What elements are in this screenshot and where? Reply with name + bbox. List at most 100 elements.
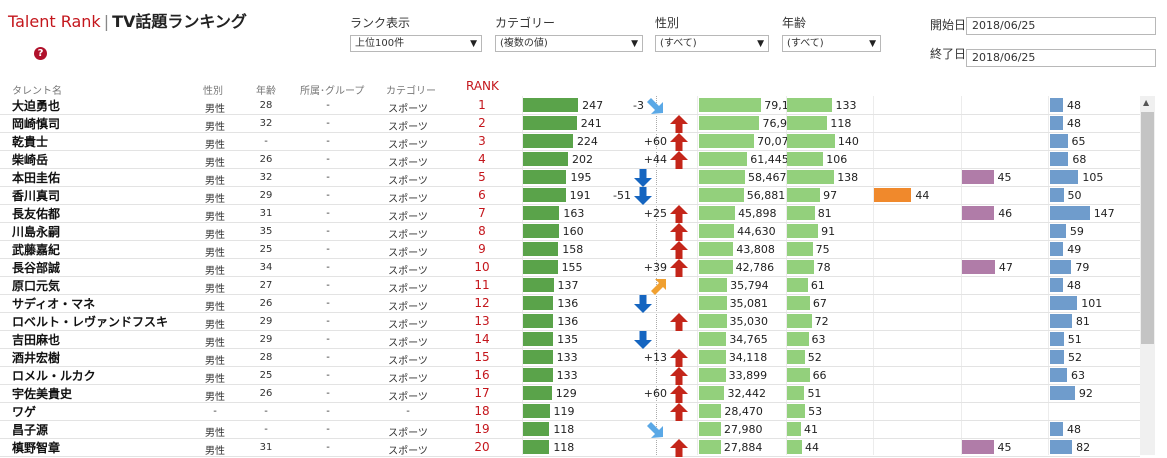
- secondary-value: 97: [823, 189, 838, 202]
- blue-metric-value: 81: [1075, 315, 1090, 328]
- help-icon[interactable]: ?: [34, 47, 47, 60]
- category-cell: スポーツ: [388, 302, 428, 313]
- buzz-value: 42,786: [735, 261, 775, 274]
- table-row[interactable]: 昌子源 男性 - - スポーツ 19 118 27,980 41 48: [0, 420, 1140, 439]
- table-row[interactable]: 川島永嗣 男性 35 - スポーツ 8 160 44,630 91 59: [0, 222, 1140, 241]
- mentions-bar: [523, 278, 554, 292]
- rank-number: 19: [474, 422, 490, 436]
- table-row[interactable]: 原口元気 男性 27 - スポーツ 11 137 35,794 61 48: [0, 276, 1140, 295]
- mentions-value: 160: [562, 225, 584, 238]
- rank-number: 17: [474, 386, 490, 400]
- gender-cell: 男性: [205, 374, 225, 385]
- gender-filter-value: (すべて): [660, 38, 697, 49]
- talent-name[interactable]: 大迫勇也: [12, 99, 61, 113]
- agency-cell: -: [326, 208, 330, 219]
- secondary-value: 133: [835, 99, 857, 112]
- rank-change-value: -51: [613, 189, 631, 202]
- table-row[interactable]: ワゲ - - - - 18 119 28,470 53: [0, 402, 1140, 421]
- mentions-value: 195: [570, 171, 592, 184]
- arrow-up-icon: [670, 133, 688, 151]
- table-row[interactable]: 大迫勇也 男性 28- スポーツ 1 247 -3 79,176 133 48: [0, 96, 1140, 115]
- age-cell: -: [264, 406, 268, 417]
- blue-metric-bar: [1050, 350, 1065, 364]
- talent-name[interactable]: 長友佑都: [12, 207, 61, 221]
- mentions-value: 136: [557, 315, 579, 328]
- talent-name[interactable]: 原口元気: [12, 279, 61, 293]
- table-row[interactable]: 香川真司 男性 29 - スポーツ 6 191 -51 56,881 97 44 50: [0, 186, 1140, 205]
- talent-name[interactable]: 柴崎岳: [12, 153, 49, 167]
- rank-number: 11: [474, 278, 490, 292]
- talent-name[interactable]: ロメル・ルカク: [12, 369, 96, 383]
- table-row[interactable]: 長谷部誠 男性 34 - スポーツ 10 155 +39 42,786 78 47 79: [0, 258, 1140, 277]
- chevron-down-icon: ▼: [470, 39, 477, 49]
- gender-filter-label: 性別: [655, 16, 680, 30]
- age-cell: 31: [259, 208, 273, 219]
- table-row[interactable]: 酒井宏樹 男性 28 - スポーツ 15 133 +13 34,118 52 52: [0, 348, 1140, 367]
- category-cell: スポーツ: [388, 194, 428, 205]
- talent-name[interactable]: 川島永嗣: [12, 225, 61, 239]
- arrow-down-icon: [634, 331, 652, 349]
- category-filter-select[interactable]: (複数の値) ▼: [495, 35, 643, 52]
- table-row[interactable]: 槙野智章 男性 31 - スポーツ 20 118 27,884 44 45 82: [0, 438, 1140, 457]
- talent-name[interactable]: ロベルト・レヴァンドフスキ: [12, 315, 169, 329]
- arrow-up-icon: [670, 241, 688, 259]
- arrow-down-icon: [634, 295, 652, 313]
- table-row[interactable]: サディオ・マネ 男性 26 - スポーツ 12 136 35,081 67 101: [0, 294, 1140, 313]
- rank-number: 16: [474, 368, 490, 382]
- table-row[interactable]: 岡崎慎司 男性 32- スポーツ 2 241 76,917 118 48: [0, 114, 1140, 133]
- table-row[interactable]: 武藤嘉紀 男性 25 - スポーツ 9 158 43,808 75 49: [0, 240, 1140, 259]
- gender-filter-select[interactable]: (すべて) ▼: [655, 35, 769, 52]
- talent-name[interactable]: サディオ・マネ: [12, 297, 96, 311]
- arrow-up-icon: [670, 367, 688, 385]
- table-row[interactable]: 宇佐美貴史 男性 26 - スポーツ 17 129 +60 32,442 51 92: [0, 384, 1140, 403]
- buzz-bar: [699, 134, 755, 148]
- start-date-input[interactable]: 2018/06/25: [966, 17, 1156, 35]
- secondary-value: 75: [815, 243, 830, 256]
- secondary-value: 81: [817, 207, 832, 220]
- buzz-value: 33,899: [728, 369, 768, 382]
- age-filter-select[interactable]: (すべて) ▼: [782, 35, 881, 52]
- age-cell: -: [264, 424, 268, 435]
- talent-name[interactable]: 酒井宏樹: [12, 351, 61, 365]
- purple-metric-value: 45: [997, 441, 1012, 454]
- table-row[interactable]: ロベルト・レヴァンドフスキ 男性 29 - スポーツ 13 136 35,030 72 81: [0, 312, 1140, 331]
- blue-metric-bar: [1050, 440, 1073, 454]
- table-row[interactable]: 吉田麻也 男性 29 - スポーツ 14 135 34,765 63 51: [0, 330, 1140, 349]
- talent-name[interactable]: 吉田麻也: [12, 333, 61, 347]
- talent-name[interactable]: 武藤嘉紀: [12, 243, 61, 257]
- age-filter-value: (すべて): [787, 38, 824, 49]
- blue-metric-value: 48: [1066, 99, 1081, 112]
- table-row[interactable]: 本田圭佑 男性 32 - スポーツ 5 195 58,467 138 45 105: [0, 168, 1140, 187]
- arrow-up-icon: [670, 349, 688, 367]
- blue-metric-bar: [1050, 422, 1063, 436]
- secondary-bar: [787, 296, 810, 310]
- talent-name[interactable]: 香川真司: [12, 189, 61, 203]
- talent-name[interactable]: 本田圭佑: [12, 171, 61, 185]
- secondary-bar: [787, 206, 815, 220]
- table-row[interactable]: 乾貴士 男性 - - スポーツ 3 224 +60 70,079 140 65: [0, 132, 1140, 151]
- talent-name[interactable]: 岡崎慎司: [12, 117, 61, 131]
- talent-name[interactable]: 槙野智章: [12, 441, 61, 455]
- scroll-up-icon[interactable]: ▲: [1143, 98, 1150, 107]
- category-cell: スポーツ: [388, 320, 428, 331]
- mentions-value: 133: [556, 351, 578, 364]
- talent-name[interactable]: 乾貴士: [12, 135, 49, 149]
- talent-name[interactable]: 宇佐美貴史: [12, 387, 73, 401]
- category-cell: スポーツ: [388, 356, 428, 367]
- talent-name[interactable]: ワゲ: [12, 405, 37, 419]
- end-date-input[interactable]: 2018/06/25: [966, 49, 1156, 67]
- table-row[interactable]: 柴崎岳 男性 26 - スポーツ 4 202 +44 61,445 106 68: [0, 150, 1140, 169]
- talent-name[interactable]: 昌子源: [12, 423, 49, 437]
- blue-metric-value: 105: [1082, 171, 1104, 184]
- rank-filter-select[interactable]: 上位100件 ▼: [350, 35, 482, 52]
- scrollbar-thumb[interactable]: [1141, 112, 1154, 344]
- arrow-up-icon: [670, 223, 688, 241]
- mentions-value: 224: [576, 135, 598, 148]
- table-row[interactable]: ロメル・ルカク 男性 25 - スポーツ 16 133 33,899 66 63: [0, 366, 1140, 385]
- secondary-bar: [787, 98, 833, 112]
- gender-cell: 男性: [205, 338, 225, 349]
- talent-name[interactable]: 長谷部誠: [12, 261, 61, 275]
- rank-number: 12: [474, 296, 490, 310]
- blue-metric-value: 101: [1081, 297, 1103, 310]
- table-row[interactable]: 長友佑都 男性 31 - スポーツ 7 163 +25 45,898 81 46 147: [0, 204, 1140, 223]
